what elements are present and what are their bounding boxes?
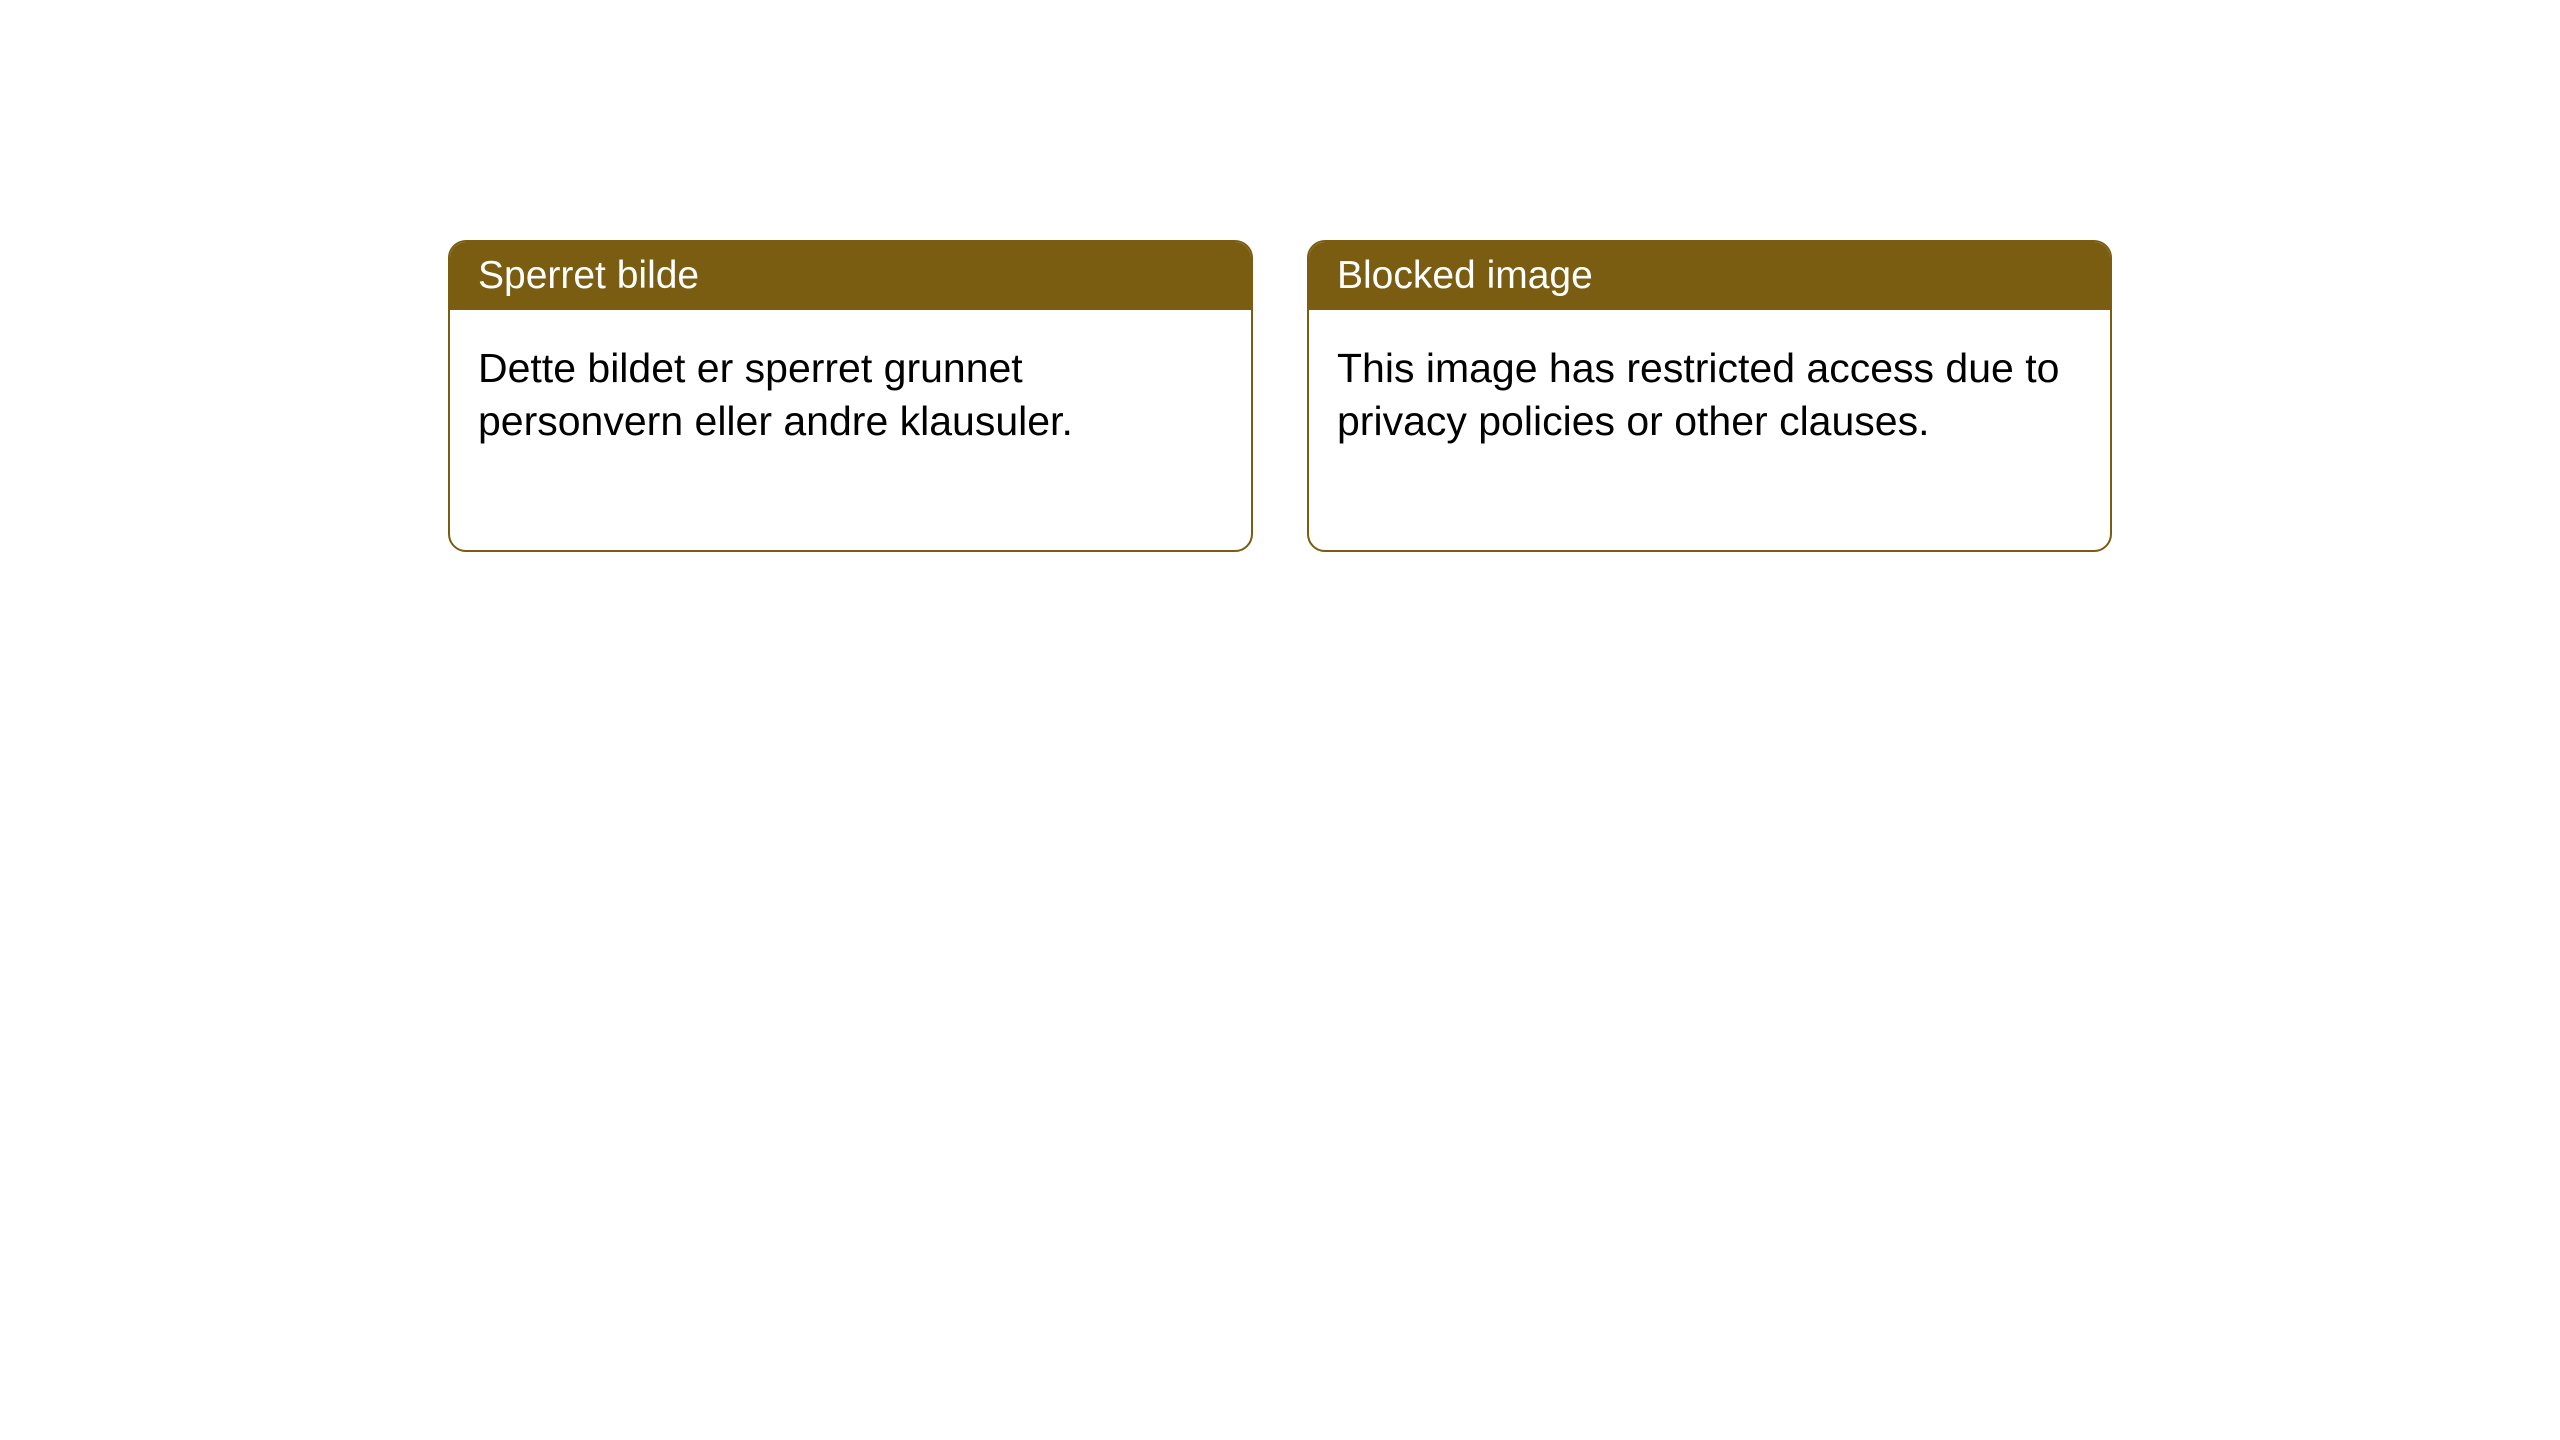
card-body-text: This image has restricted access due to … (1337, 345, 2059, 444)
card-header: Blocked image (1309, 242, 2110, 310)
card-body: Dette bildet er sperret grunnet personve… (450, 310, 1251, 550)
card-header: Sperret bilde (450, 242, 1251, 310)
card-body: This image has restricted access due to … (1309, 310, 2110, 550)
notice-card-norwegian: Sperret bilde Dette bildet er sperret gr… (448, 240, 1253, 552)
card-title: Blocked image (1337, 254, 1593, 297)
notice-card-english: Blocked image This image has restricted … (1307, 240, 2112, 552)
card-body-text: Dette bildet er sperret grunnet personve… (478, 345, 1073, 444)
card-title: Sperret bilde (478, 254, 699, 297)
notice-container: Sperret bilde Dette bildet er sperret gr… (448, 240, 2112, 552)
